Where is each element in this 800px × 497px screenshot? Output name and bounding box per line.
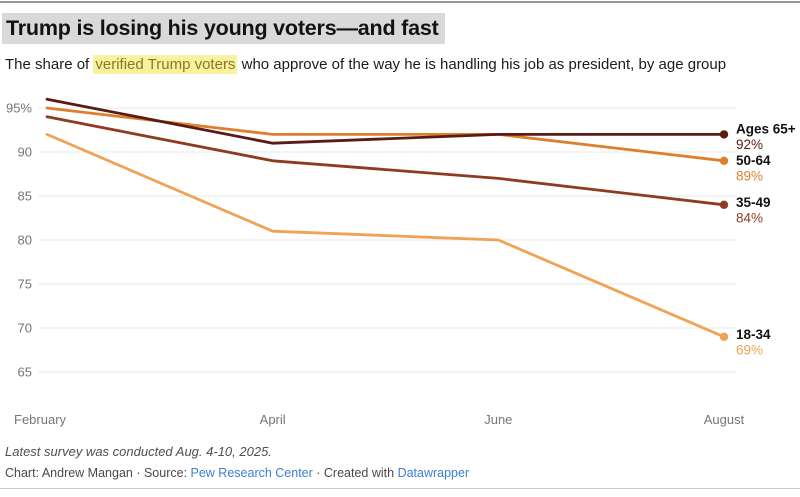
source-link[interactable]: Pew Research Center xyxy=(190,466,313,480)
verified-trump-voters-link[interactable]: verified Trump voters xyxy=(93,55,238,74)
y-tick-85: 85 xyxy=(18,189,32,204)
datawrapper-link[interactable]: Datawrapper xyxy=(397,466,470,480)
top-divider xyxy=(0,1,800,3)
series-label-35-49: 35-49 xyxy=(736,195,771,210)
series-value-35-49: 84% xyxy=(736,210,763,225)
y-tick-75: 75 xyxy=(18,277,32,292)
bottom-divider xyxy=(0,488,800,489)
x-tick-february: February xyxy=(14,412,67,427)
series-value-50-64: 89% xyxy=(736,168,763,183)
line-18-34 xyxy=(45,133,726,339)
credit-prefix: Chart: Andrew Mangan · Source: xyxy=(5,466,191,480)
series-value-ages-65: 92% xyxy=(736,137,763,152)
series-value-18-34: 69% xyxy=(736,342,763,357)
x-tick-april: April xyxy=(260,412,286,427)
line-35-49 xyxy=(45,115,726,207)
credit-middle: · Created with xyxy=(312,466,398,480)
end-dot-50-64 xyxy=(719,156,729,165)
subtitle-prefix: The share of xyxy=(5,56,94,73)
chart-title: Trump is losing his young voters—and fas… xyxy=(2,13,445,44)
line-chart-canvas: 95% 90 85 80 75 70 65 February April June August Ag… xyxy=(6,97,796,427)
series-label-50-64: 50-64 xyxy=(736,153,771,168)
y-tick-80: 80 xyxy=(18,233,32,248)
end-dot-18-34 xyxy=(719,332,729,341)
subtitle-suffix: who approve of the way he is handling hi… xyxy=(237,56,727,73)
chart-credits: Chart: Andrew Mangan · Source: Pew Resea… xyxy=(5,466,469,480)
end-dot-35-49 xyxy=(719,200,729,209)
x-tick-june: June xyxy=(484,412,512,427)
line-ages-65 xyxy=(45,97,726,145)
series-label-ages-65: Ages 65+ xyxy=(736,121,796,136)
chart-subtitle: The share of verified Trump voters who a… xyxy=(5,55,726,75)
y-tick-95: 95% xyxy=(6,101,32,116)
end-dot-ages-65 xyxy=(719,130,729,139)
y-tick-90: 90 xyxy=(18,145,32,160)
y-tick-65: 65 xyxy=(18,365,32,380)
series-label-18-34: 18-34 xyxy=(736,327,771,342)
x-tick-august: August xyxy=(704,412,745,427)
chart-footnote: Latest survey was conducted Aug. 4-10, 2… xyxy=(5,444,272,459)
y-tick-70: 70 xyxy=(18,321,32,336)
chart-title-text: Trump is losing his young voters—and fas… xyxy=(2,13,445,44)
